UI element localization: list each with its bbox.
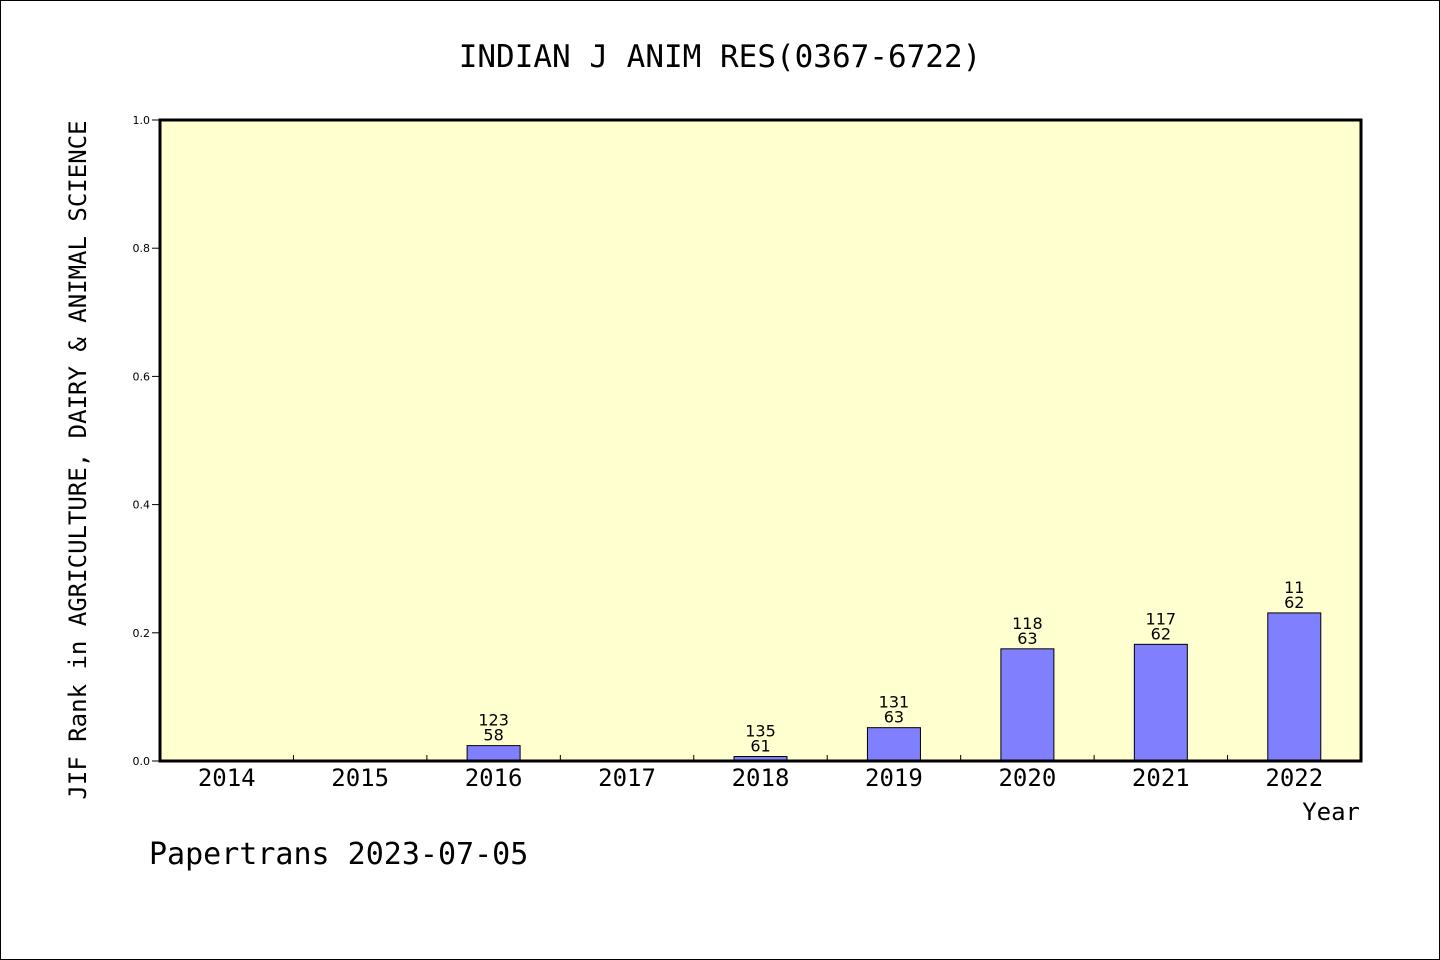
bar-2016 (466, 745, 521, 762)
y-tick-label: 0.6 (133, 370, 151, 383)
x-axis-label: Year (1302, 798, 1360, 826)
chart-title: INDIAN J ANIM RES(0367-6722) (459, 39, 982, 75)
bar-label-total: 117 (1146, 609, 1177, 628)
bar-label-total: 135 (745, 722, 776, 741)
bar-2021 (1133, 643, 1188, 762)
bar-label-rank: 62 (1284, 593, 1304, 612)
x-tick-label: 2014 (198, 764, 256, 792)
x-tick-label: 2015 (331, 764, 389, 792)
bar-label-total: 118 (1012, 614, 1043, 633)
bar-label-total: 11 (1284, 578, 1304, 597)
x-tick-label: 2019 (865, 764, 923, 792)
x-tick-label: 2018 (732, 764, 790, 792)
bar-2022 (1267, 612, 1322, 762)
x-tick-label: 2021 (1132, 764, 1190, 792)
y-tick-label: 0.2 (133, 627, 151, 640)
bar-label-rank: 58 (483, 726, 503, 745)
x-tick-label: 2017 (598, 764, 656, 792)
y-tick-label: 0.8 (133, 242, 151, 255)
watermark: Papertrans 2023-07-05 (149, 837, 528, 872)
bar-2020 (1000, 648, 1055, 762)
bar-label-rank: 63 (884, 708, 904, 727)
x-tick-label: 2020 (998, 764, 1056, 792)
bar-label-rank: 63 (1017, 629, 1037, 648)
bar-label-total: 123 (478, 711, 509, 730)
y-tick-label: 0.0 (133, 755, 151, 768)
y-tick-label: 1.0 (133, 114, 151, 127)
x-tick-label: 2016 (465, 764, 523, 792)
y-tick-label: 0.4 (133, 499, 151, 512)
bar-2019 (866, 727, 921, 762)
y-axis-label: JIF Rank in AGRICULTURE, DAIRY & ANIMAL … (64, 120, 92, 799)
x-tick-label: 2022 (1265, 764, 1323, 792)
plot-border (158, 118, 1363, 763)
bar-label-rank: 61 (750, 737, 770, 756)
bar-label-rank: 62 (1151, 624, 1171, 643)
bar-label-total: 131 (879, 693, 910, 712)
